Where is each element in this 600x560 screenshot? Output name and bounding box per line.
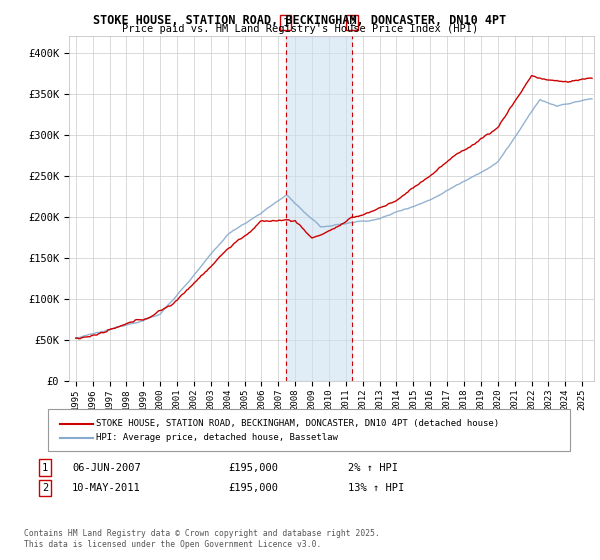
Text: 1: 1 bbox=[42, 463, 48, 473]
Text: 2: 2 bbox=[42, 483, 48, 493]
Text: 2: 2 bbox=[349, 17, 355, 27]
Text: 1: 1 bbox=[283, 17, 289, 27]
Text: £195,000: £195,000 bbox=[228, 463, 278, 473]
Text: HPI: Average price, detached house, Bassetlaw: HPI: Average price, detached house, Bass… bbox=[96, 433, 338, 442]
Text: 13% ↑ HPI: 13% ↑ HPI bbox=[348, 483, 404, 493]
Text: 06-JUN-2007: 06-JUN-2007 bbox=[72, 463, 141, 473]
Text: £195,000: £195,000 bbox=[228, 483, 278, 493]
Text: STOKE HOUSE, STATION ROAD, BECKINGHAM, DONCASTER, DN10 4PT (detached house): STOKE HOUSE, STATION ROAD, BECKINGHAM, D… bbox=[96, 419, 499, 428]
Bar bbox=[286, 36, 352, 381]
Text: 2% ↑ HPI: 2% ↑ HPI bbox=[348, 463, 398, 473]
Text: Price paid vs. HM Land Registry's House Price Index (HPI): Price paid vs. HM Land Registry's House … bbox=[122, 24, 478, 34]
Text: STOKE HOUSE, STATION ROAD, BECKINGHAM, DONCASTER, DN10 4PT: STOKE HOUSE, STATION ROAD, BECKINGHAM, D… bbox=[94, 14, 506, 27]
Text: 10-MAY-2011: 10-MAY-2011 bbox=[72, 483, 141, 493]
Text: Contains HM Land Registry data © Crown copyright and database right 2025.
This d: Contains HM Land Registry data © Crown c… bbox=[24, 529, 380, 549]
